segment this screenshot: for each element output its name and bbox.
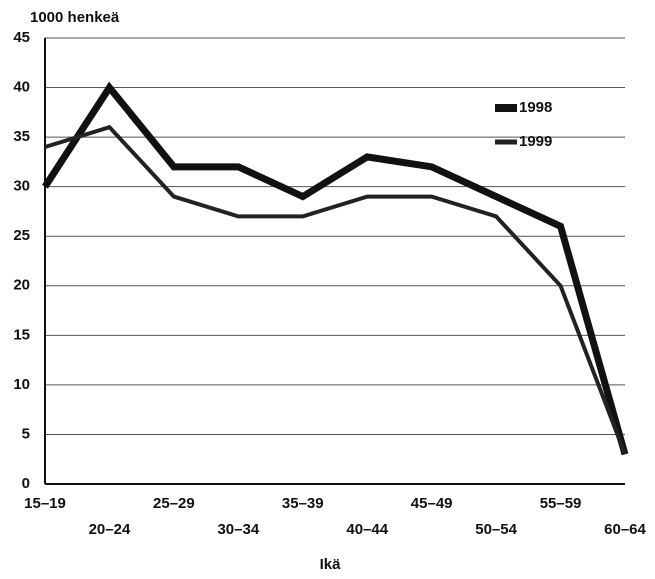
y-tick-label: 20: [13, 277, 30, 294]
x-tick-label: 35–39: [282, 495, 324, 512]
chart-title: 1000 henkeä: [30, 9, 120, 26]
x-tick-label: 45–49: [411, 495, 453, 512]
x-tick-label: 20–24: [89, 521, 131, 538]
y-tick-label: 40: [13, 79, 30, 96]
legend-label: 1999: [519, 133, 552, 150]
x-tick-label: 40–44: [346, 521, 388, 538]
x-tick-label: 15–19: [24, 495, 66, 512]
y-tick-label: 10: [13, 376, 30, 393]
y-tick-label: 30: [13, 178, 30, 195]
y-tick-label: 45: [13, 29, 30, 46]
x-tick-label: 60–64: [604, 521, 646, 538]
line-series: [42, 81, 629, 456]
x-tick-label: 50–54: [475, 521, 517, 538]
y-tick-label: 5: [22, 425, 30, 442]
x-tick-label: 30–34: [217, 521, 259, 538]
x-tick-label: 25–29: [153, 495, 195, 512]
y-tick-label: 35: [13, 128, 30, 145]
legend-label: 1998: [519, 99, 552, 116]
y-tick-label: 25: [13, 227, 30, 244]
line-series: [44, 124, 627, 455]
y-tick-label: 15: [13, 326, 30, 343]
y-tick-label: 0: [22, 475, 30, 492]
x-axis-label: Ikä: [320, 556, 342, 573]
x-tick-label: 55–59: [540, 495, 582, 512]
